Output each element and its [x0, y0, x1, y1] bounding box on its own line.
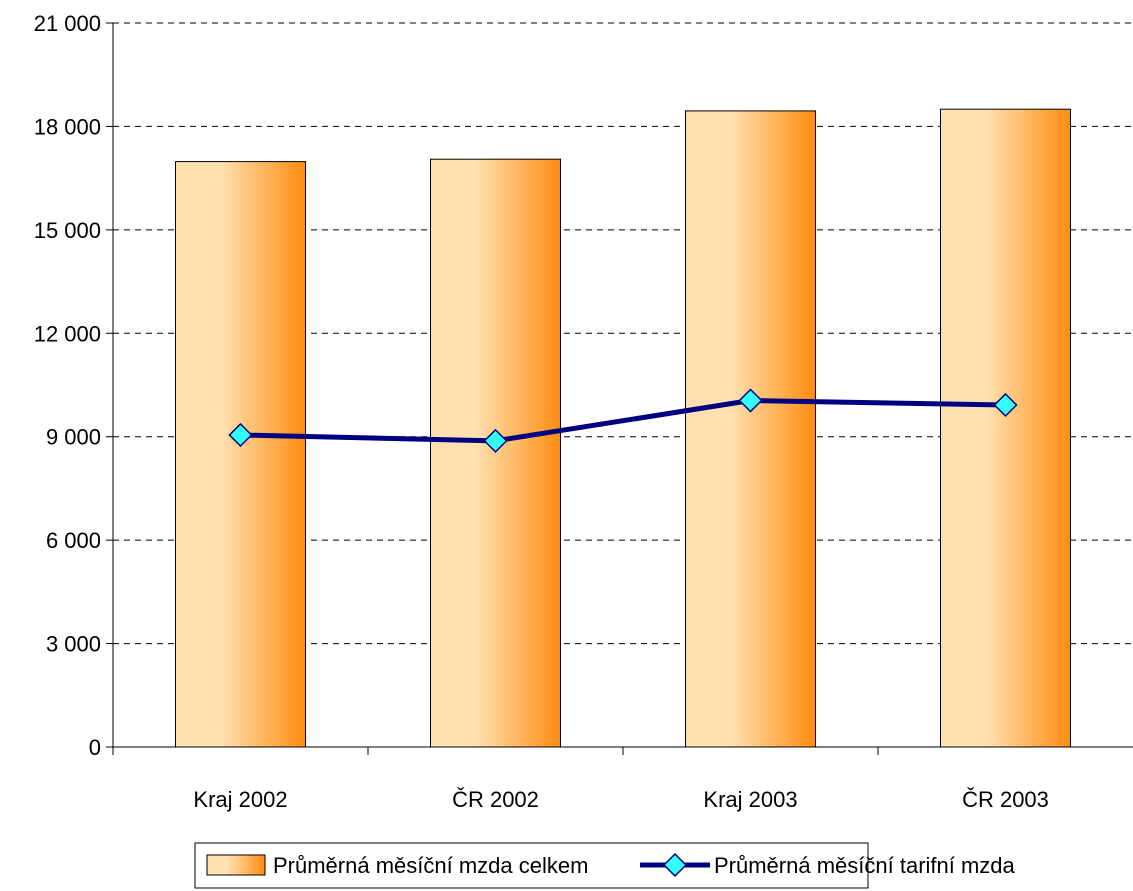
x-tick-label: ČR 2003 [962, 787, 1049, 812]
bar [685, 110, 816, 748]
line-marker [228, 422, 253, 448]
y-tick-label: 21 000 [34, 11, 101, 36]
y-tick-label: 18 000 [34, 114, 101, 139]
tick-labels: 0 3 000 6 000 9 000 12 000 15 000 18 000 21 000… [34, 11, 1049, 812]
line-marker [993, 392, 1018, 418]
legend-label-line: Průměrná měsíční tarifní mzda [714, 853, 1016, 878]
line-marker [738, 388, 763, 413]
y-tick-label: 15 000 [34, 218, 101, 243]
axes [106, 22, 1133, 755]
y-tick-label: 6 000 [46, 528, 101, 553]
x-tick-label: ČR 2002 [452, 787, 539, 812]
x-tick-label: Kraj 2003 [703, 787, 797, 812]
line-series [228, 388, 1018, 453]
legend-box [194, 842, 869, 889]
y-tick-label: 12 000 [34, 321, 101, 346]
bar [430, 158, 561, 748]
legend-bar-swatch [206, 854, 266, 876]
line-path [240, 398, 1006, 444]
legend-label-bar: Průměrná měsíční mzda celkem [273, 853, 588, 878]
y-tick-label: 0 [89, 735, 101, 760]
line-marker [483, 428, 508, 453]
legend-line-marker [662, 852, 688, 878]
bar [175, 161, 306, 748]
legend: Průměrná měsíční mzda celkem Průměrná mě… [194, 842, 1016, 889]
y-tick-label: 9 000 [46, 425, 101, 450]
bar [940, 108, 1071, 748]
x-tick-label: Kraj 2002 [193, 787, 287, 812]
y-tick-label: 3 000 [46, 632, 101, 657]
bar-series [175, 108, 1071, 748]
